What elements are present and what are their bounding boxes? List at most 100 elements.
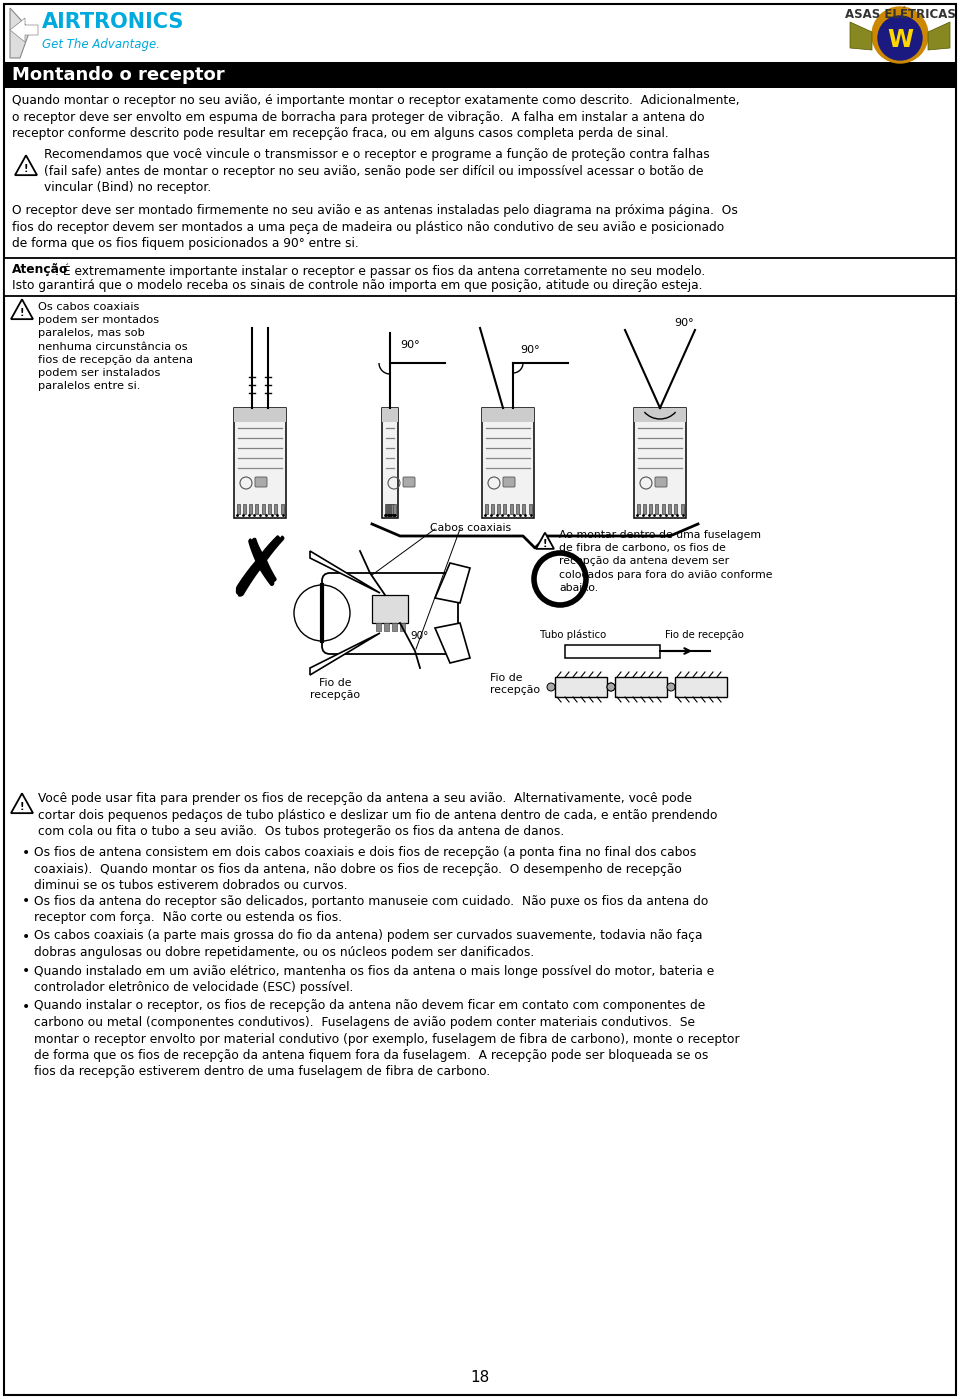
Text: !: ! <box>542 539 547 548</box>
Polygon shape <box>310 632 380 674</box>
FancyBboxPatch shape <box>393 504 396 513</box>
FancyBboxPatch shape <box>655 477 667 487</box>
FancyBboxPatch shape <box>482 409 534 518</box>
Circle shape <box>547 683 555 691</box>
Text: Cabos coaxiais: Cabos coaxiais <box>430 523 511 533</box>
Polygon shape <box>11 299 33 319</box>
FancyBboxPatch shape <box>384 623 389 631</box>
Text: Os fios da antena do receptor são delicados, portanto manuseie com cuidado.  Não: Os fios da antena do receptor são delica… <box>34 894 708 923</box>
Circle shape <box>607 683 615 691</box>
FancyBboxPatch shape <box>262 504 265 513</box>
Polygon shape <box>11 793 33 813</box>
Text: •: • <box>22 894 31 908</box>
Text: Quando instalar o receptor, os fios de recepção da antena não devem ficar em con: Quando instalar o receptor, os fios de r… <box>34 999 739 1079</box>
Text: ASAS ELÉTRICAS: ASAS ELÉTRICAS <box>845 8 955 21</box>
FancyBboxPatch shape <box>656 504 659 513</box>
Text: Atenção: Atenção <box>12 263 68 276</box>
Text: 90°: 90° <box>520 346 540 355</box>
Text: Recomendamos que você vincule o transmissor e o receptor e programe a função de : Recomendamos que você vincule o transmis… <box>44 148 709 194</box>
Text: Quando instalado em um avião elétrico, mantenha os fios da antena o mais longe p: Quando instalado em um avião elétrico, m… <box>34 964 714 995</box>
FancyBboxPatch shape <box>522 504 525 513</box>
FancyBboxPatch shape <box>497 504 500 513</box>
Text: !: ! <box>20 802 24 811</box>
FancyBboxPatch shape <box>390 504 394 513</box>
FancyBboxPatch shape <box>649 504 652 513</box>
Polygon shape <box>10 18 38 42</box>
FancyBboxPatch shape <box>382 409 398 422</box>
Text: Os cabos coaxiais
podem ser montados
paralelos, mas sob
nenhuma circunstância os: Os cabos coaxiais podem ser montados par… <box>38 302 193 392</box>
FancyBboxPatch shape <box>555 677 607 697</box>
FancyBboxPatch shape <box>675 677 727 697</box>
FancyBboxPatch shape <box>503 477 515 487</box>
FancyBboxPatch shape <box>389 504 392 513</box>
Text: •: • <box>22 999 31 1013</box>
FancyBboxPatch shape <box>322 574 458 653</box>
FancyBboxPatch shape <box>668 504 671 513</box>
FancyBboxPatch shape <box>387 504 390 513</box>
FancyBboxPatch shape <box>516 504 519 513</box>
FancyBboxPatch shape <box>4 4 956 1395</box>
Polygon shape <box>15 155 37 175</box>
Polygon shape <box>435 562 470 603</box>
Text: ✗: ✗ <box>225 533 295 614</box>
FancyBboxPatch shape <box>372 595 408 623</box>
Text: Os cabos coaxiais (a parte mais grossa do fio da antena) podem ser curvados suav: Os cabos coaxiais (a parte mais grossa d… <box>34 929 703 958</box>
Text: 90°: 90° <box>400 340 420 350</box>
Text: Fio de
recepção: Fio de recepção <box>490 673 540 694</box>
FancyBboxPatch shape <box>615 677 667 697</box>
Text: Você pode usar fita para prender os fios de recepção da antena a seu avião.  Alt: Você pode usar fita para prender os fios… <box>38 792 717 838</box>
Text: Fio de recepção: Fio de recepção <box>665 630 744 639</box>
Polygon shape <box>928 22 950 50</box>
Text: Fio de
recepção: Fio de recepção <box>310 679 360 700</box>
FancyBboxPatch shape <box>234 409 286 518</box>
FancyBboxPatch shape <box>400 623 405 631</box>
FancyBboxPatch shape <box>376 623 381 631</box>
FancyBboxPatch shape <box>243 504 246 513</box>
Text: •: • <box>22 846 31 860</box>
FancyBboxPatch shape <box>510 504 513 513</box>
Text: Quando montar o receptor no seu avião, é importante montar o receptor exatamente: Quando montar o receptor no seu avião, é… <box>12 94 739 140</box>
FancyBboxPatch shape <box>236 504 239 513</box>
Text: Tubo plástico: Tubo plástico <box>540 630 607 641</box>
FancyBboxPatch shape <box>681 504 684 513</box>
Circle shape <box>878 15 922 60</box>
FancyBboxPatch shape <box>503 504 506 513</box>
FancyBboxPatch shape <box>674 504 677 513</box>
Polygon shape <box>435 623 470 663</box>
Text: W: W <box>887 28 913 52</box>
FancyBboxPatch shape <box>268 504 271 513</box>
FancyBboxPatch shape <box>643 504 646 513</box>
FancyBboxPatch shape <box>661 504 664 513</box>
Text: !: ! <box>24 164 28 173</box>
FancyBboxPatch shape <box>485 504 488 513</box>
Text: 90°: 90° <box>674 318 694 327</box>
Polygon shape <box>850 22 872 50</box>
FancyBboxPatch shape <box>482 409 534 422</box>
FancyBboxPatch shape <box>4 257 956 297</box>
FancyBboxPatch shape <box>491 504 493 513</box>
Text: Os fios de antena consistem em dois cabos coaxiais e dois fios de recepção (a po: Os fios de antena consistem em dois cabo… <box>34 846 696 893</box>
FancyBboxPatch shape <box>385 504 388 513</box>
FancyBboxPatch shape <box>4 62 956 88</box>
Text: !: ! <box>20 308 24 318</box>
FancyBboxPatch shape <box>634 409 686 518</box>
Text: Get The Advantage.: Get The Advantage. <box>42 38 160 50</box>
Text: Ao montar dentro de uma fuselagem
de fibra de carbono, os fios de
recepção da an: Ao montar dentro de uma fuselagem de fib… <box>559 530 773 593</box>
FancyBboxPatch shape <box>636 504 639 513</box>
FancyBboxPatch shape <box>388 504 391 513</box>
FancyBboxPatch shape <box>255 477 267 487</box>
Text: •: • <box>22 964 31 978</box>
Text: Isto garantirá que o modelo receba os sinais de controle não importa em que posi: Isto garantirá que o modelo receba os si… <box>12 278 703 292</box>
FancyBboxPatch shape <box>255 504 258 513</box>
Polygon shape <box>10 8 30 57</box>
FancyBboxPatch shape <box>392 504 395 513</box>
Circle shape <box>607 683 615 691</box>
Polygon shape <box>536 533 554 548</box>
FancyBboxPatch shape <box>529 504 532 513</box>
Circle shape <box>872 7 928 63</box>
Text: : É extremamente importante instalar o receptor e passar os fios da antena corre: : É extremamente importante instalar o r… <box>55 263 706 277</box>
Text: Montando o receptor: Montando o receptor <box>12 66 225 84</box>
Text: •: • <box>22 929 31 943</box>
FancyBboxPatch shape <box>280 504 283 513</box>
FancyBboxPatch shape <box>275 504 277 513</box>
